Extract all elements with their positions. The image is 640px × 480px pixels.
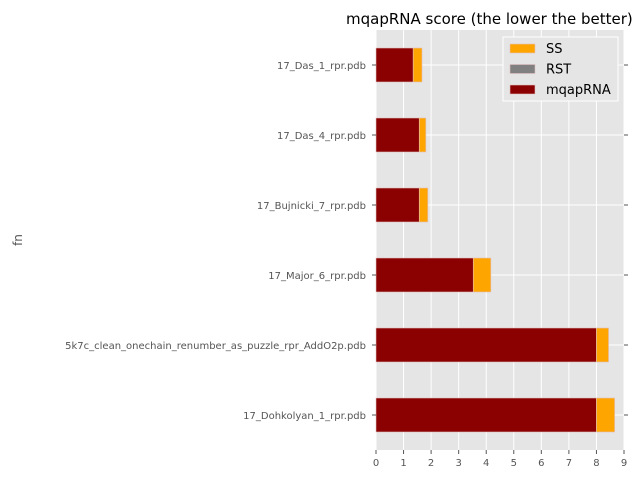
bar-mqaprna <box>375 257 474 293</box>
x-tick-label: 6 <box>538 458 544 469</box>
bar-ss <box>596 327 609 363</box>
x-tick-label: 7 <box>566 458 572 469</box>
chart-title: mqapRNA score (the lower the better) <box>346 10 633 28</box>
bar-mqaprna <box>375 327 597 363</box>
legend-swatch-ss <box>509 43 536 54</box>
x-tick-label: 3 <box>455 458 461 469</box>
legend: SS RST mqapRNA <box>502 36 619 102</box>
y-tick-label: 17_Major_6_rpr.pdb <box>268 271 366 282</box>
x-tick-label: 4 <box>483 458 489 469</box>
y-tick-label: 17_Das_1_rpr.pdb <box>277 61 366 72</box>
bar-mqaprna <box>375 187 420 223</box>
y-axis-label: fn <box>11 234 25 246</box>
x-tick-label: 9 <box>621 458 627 469</box>
bar-mqaprna <box>375 47 414 83</box>
y-tick-label: 17_Das_4_rpr.pdb <box>277 131 366 142</box>
bar-ss <box>412 47 423 83</box>
legend-label-ss: SS <box>546 42 563 57</box>
x-tick-label: 0 <box>373 458 379 469</box>
x-tick-label: 1 <box>400 458 406 469</box>
bar-mqaprna <box>375 397 597 433</box>
bar-ss <box>472 257 492 293</box>
legend-label-mqaprna: mqapRNA <box>546 83 611 98</box>
bar-ss <box>418 187 429 223</box>
y-tick-label: 17_Bujnicki_7_rpr.pdb <box>257 201 366 212</box>
legend-label-rst: RST <box>546 63 571 78</box>
bar-mqaprna <box>375 117 420 153</box>
bar-ss <box>418 117 427 153</box>
y-tick-label: 5k7c_clean_onechain_renumber_as_puzzle_r… <box>65 341 366 352</box>
legend-swatch-rst <box>509 64 536 74</box>
y-tick-label: 17_Dohkolyan_1_rpr.pdb <box>243 411 366 422</box>
x-tick-label: 2 <box>428 458 434 469</box>
bar-ss <box>596 397 615 433</box>
x-tick-label: 5 <box>511 458 517 469</box>
legend-swatch-mqaprna <box>509 84 536 95</box>
x-tick-label: 8 <box>593 458 599 469</box>
